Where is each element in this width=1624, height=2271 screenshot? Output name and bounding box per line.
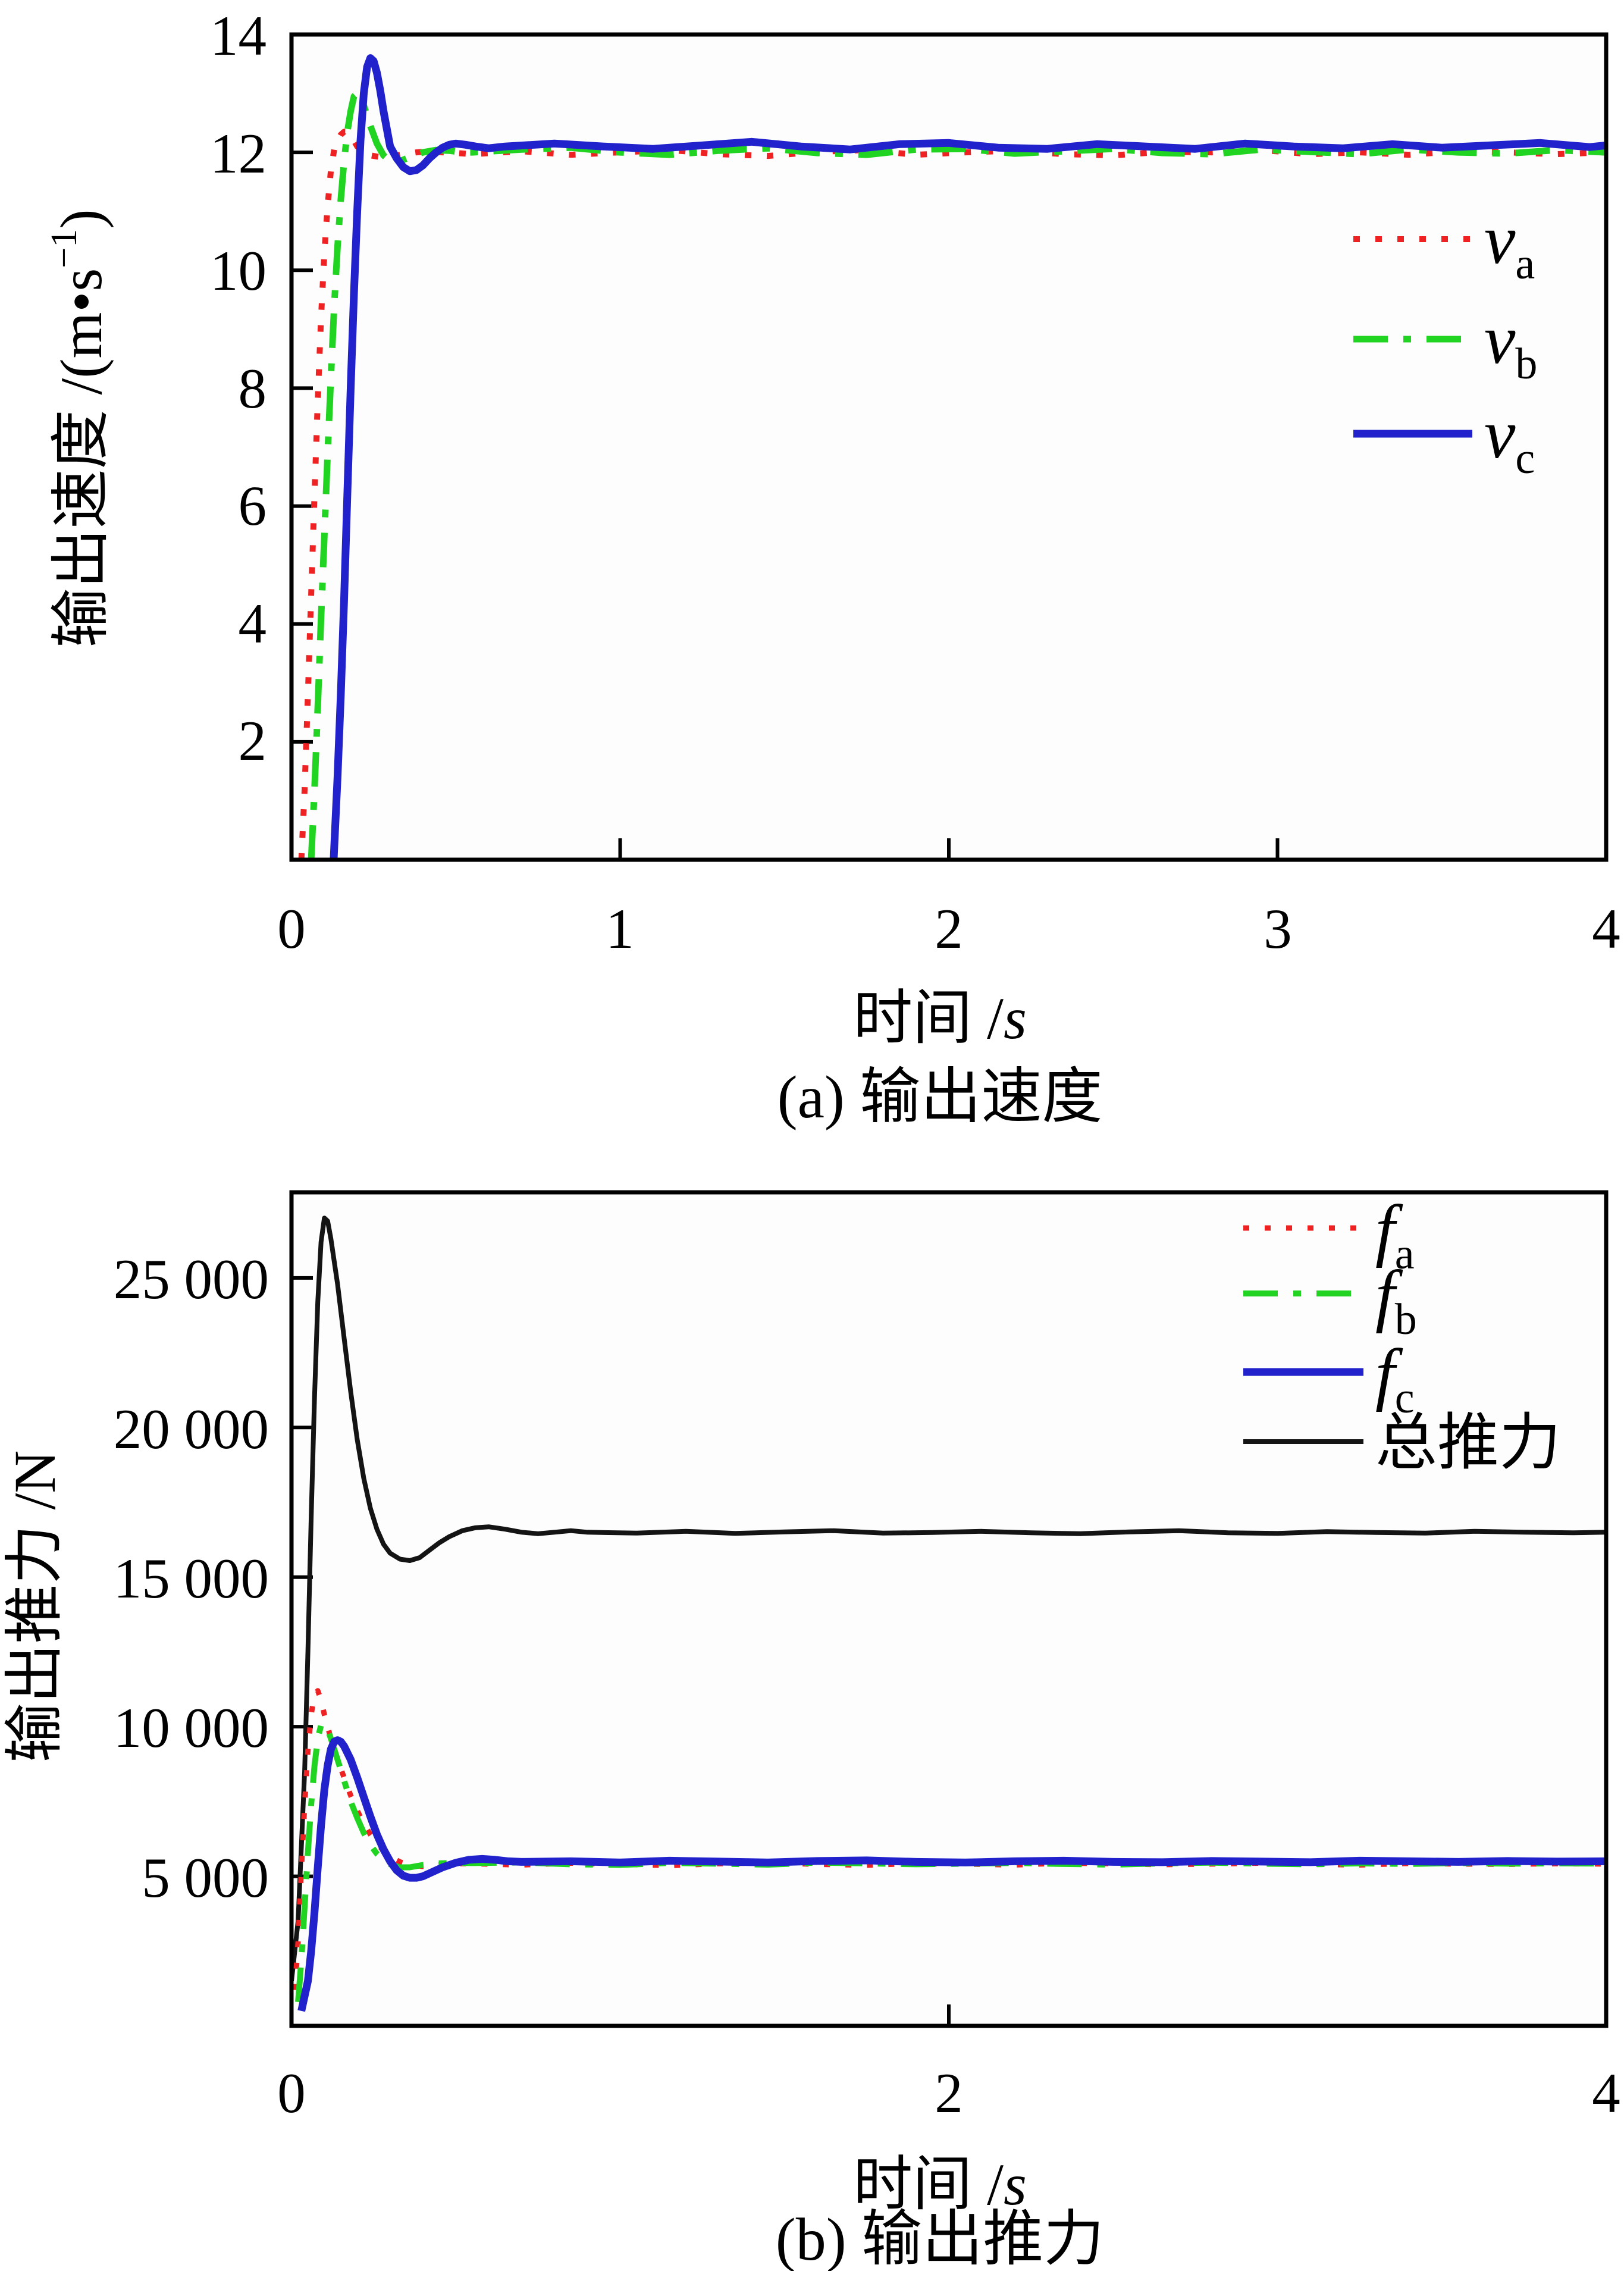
legend-item-vb: vb — [1353, 300, 1537, 389]
chart-b-ytick-10000: 10 000 — [114, 1696, 269, 1759]
chart-a-y-axis-label: 输出速度 /(m•s−1) — [44, 209, 114, 647]
legend-item-vc: vc — [1353, 395, 1535, 483]
chart-a-ytick-14: 14 — [210, 4, 267, 67]
chart-b-series — [291, 1216, 1606, 2012]
legend-label-va: va — [1484, 201, 1535, 289]
legend-label-vc: vc — [1484, 395, 1535, 483]
chart-b-y-axis-label: 输出推力 /N — [2, 1451, 68, 1763]
chart-b-ytick-15000: 15 000 — [114, 1547, 269, 1610]
chart-a-ytick-6: 6 — [239, 474, 267, 537]
legend-item-ftotal: 总推力 — [1243, 1409, 1561, 1477]
chart-a-ytick-12: 12 — [210, 122, 267, 185]
chart-a-ytick-2: 2 — [239, 709, 267, 772]
chart-b-ytick-20000: 20 000 — [114, 1398, 269, 1461]
chart-b-xtick-0: 0 — [277, 2062, 306, 2125]
chart-a-legend: va vb vc — [1353, 201, 1537, 483]
series-ftotal-curve — [291, 1216, 1606, 1982]
chart-a-plot-area — [291, 35, 1606, 860]
chart-b-xtick-2: 2 — [935, 2062, 963, 2125]
chart-a-ytick-4: 4 — [239, 592, 267, 655]
chart-a-frame — [289, 32, 1609, 862]
chart-b-caption: (b) 输出推力 — [776, 2206, 1104, 2271]
chart-a-ytick-8: 8 — [239, 357, 267, 420]
series-vb-curve — [308, 90, 1606, 860]
chart-b: 25 000 20 000 15 000 10 000 5 000 0 2 4 … — [2, 1190, 1620, 2271]
chart-a-caption: (a) 输出速度 — [777, 1064, 1103, 1130]
chart-b-ytick-25000: 25 000 — [114, 1248, 269, 1311]
legend-label-vb: vb — [1484, 300, 1537, 389]
chart-a: 14 12 10 8 6 4 2 0 1 2 3 4 输出速度 /(m•s−1)… — [44, 4, 1620, 1130]
chart-a-xtick-1: 1 — [606, 897, 634, 960]
chart-a-ylabel-sup: −1 — [44, 229, 84, 268]
chart-b-ytick-5000: 5 000 — [142, 1846, 269, 1909]
series-fc-curve — [297, 1736, 1606, 2012]
chart-b-frame — [289, 1190, 1609, 2028]
chart-b-legend: fa fb fc 总推力 — [1243, 1191, 1561, 1477]
legend-item-va: va — [1353, 201, 1535, 289]
chart-a-xtick-0: 0 — [277, 897, 306, 960]
legend-item-fc: fc — [1243, 1335, 1415, 1423]
chart-a-xtick-4: 4 — [1592, 897, 1620, 960]
chart-a-ylabel-main: 输出速度 /(m•s — [48, 268, 114, 648]
chart-b-xtick-4: 4 — [1592, 2062, 1620, 2125]
chart-a-x-axis-label: 时间 /s — [853, 985, 1027, 1051]
legend-label-ftotal: 总推力 — [1375, 1409, 1561, 1477]
series-vc-curve — [330, 54, 1606, 860]
chart-a-ytick-10: 10 — [210, 239, 267, 302]
chart-b-plot-area — [291, 1192, 1606, 2026]
chart-b-x-axis-label: 时间 /s — [853, 2151, 1027, 2217]
chart-a-ylabel-close: ) — [48, 209, 114, 228]
chart-a-xtick-3: 3 — [1264, 897, 1292, 960]
chart-a-series — [298, 54, 1606, 860]
chart-a-xtick-2: 2 — [935, 897, 963, 960]
